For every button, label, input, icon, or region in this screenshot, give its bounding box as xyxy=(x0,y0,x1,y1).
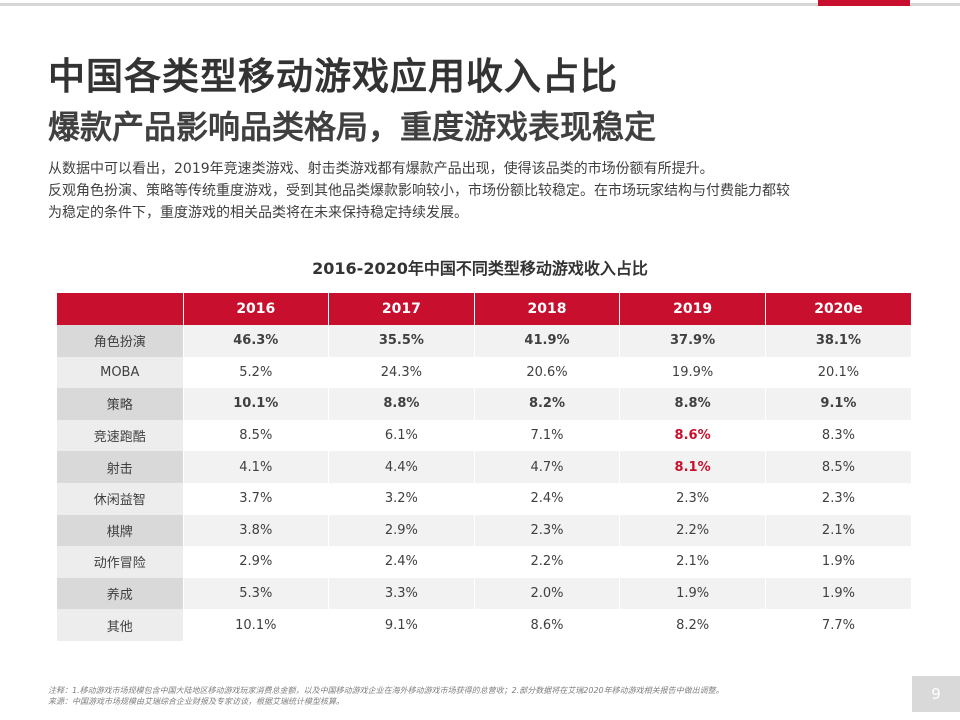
table-row: 动作冒险 2.9% 2.4% 2.2% 2.1% 1.9% xyxy=(57,546,911,578)
value-cell: 7.7% xyxy=(765,609,911,641)
header-cell-2016: 2016 xyxy=(183,293,330,325)
value-cell: 7.1% xyxy=(474,419,621,452)
value-cell: 2.2% xyxy=(474,546,621,578)
header-cell-category xyxy=(57,293,184,325)
value-cell: 8.8% xyxy=(619,388,766,420)
table-row: 棋牌 3.8% 2.9% 2.3% 2.2% 2.1% xyxy=(57,514,911,547)
category-cell: 其他 xyxy=(57,609,184,641)
table-row: 养成 5.3% 3.3% 2.0% 1.9% 1.9% xyxy=(57,577,911,610)
value-cell: 9.1% xyxy=(328,609,475,641)
value-cell: 2.2% xyxy=(619,514,766,547)
value-cell: 8.5% xyxy=(765,451,911,483)
page-subtitle: 爆款产品影响品类格局，重度游戏表现稳定 xyxy=(48,108,657,146)
header-cell-2018: 2018 xyxy=(474,293,621,325)
value-cell: 3.7% xyxy=(183,482,330,515)
page-title: 中国各类型移动游戏应用收入占比 xyxy=(48,55,618,98)
value-cell: 24.3% xyxy=(328,356,475,389)
category-cell: 养成 xyxy=(57,577,184,610)
value-cell: 10.1% xyxy=(183,609,330,641)
table-header-row: 2016 2017 2018 2019 2020e xyxy=(57,293,911,325)
value-cell: 2.4% xyxy=(328,546,475,578)
table-row: 角色扮演 46.3% 35.5% 41.9% 37.9% 38.1% xyxy=(57,325,911,357)
value-cell: 8.2% xyxy=(474,388,621,420)
header-cell-2020e: 2020e xyxy=(765,293,911,325)
value-cell: 1.9% xyxy=(765,546,911,578)
description-line: 为稳定的条件下，重度游戏的相关品类将在未来保持稳定持续发展。 xyxy=(48,205,468,221)
footnote: 注释：1.移动游戏市场规模包含中国大陆地区移动游戏玩家消费总金额，以及中国移动游… xyxy=(48,685,724,707)
table-row: 其他 10.1% 9.1% 8.6% 8.2% 7.7% xyxy=(57,609,911,641)
value-cell: 4.4% xyxy=(328,451,475,483)
value-cell: 8.3% xyxy=(765,419,911,452)
category-cell: 竞速跑酷 xyxy=(57,419,184,452)
value-cell: 3.3% xyxy=(328,577,475,610)
value-cell: 4.7% xyxy=(474,451,621,483)
description-line: 反观角色扮演、策略等传统重度游戏，受到其他品类爆款影响较小，市场份额比较稳定。在… xyxy=(48,183,790,199)
category-cell: 射击 xyxy=(57,451,184,483)
category-cell: 角色扮演 xyxy=(57,325,184,357)
table-row: MOBA 5.2% 24.3% 20.6% 19.9% 20.1% xyxy=(57,356,911,389)
value-cell: 8.6% xyxy=(474,609,621,641)
value-cell: 3.2% xyxy=(328,482,475,515)
highlighted-value-cell: 8.1% xyxy=(619,451,766,483)
value-cell: 2.1% xyxy=(765,514,911,547)
value-cell: 8.5% xyxy=(183,419,330,452)
description-line: 从数据中可以看出，2019年竞速类游戏、射击类游戏都有爆款产品出现，使得该品类的… xyxy=(48,161,714,177)
header-cell-2019: 2019 xyxy=(619,293,766,325)
value-cell: 41.9% xyxy=(474,325,621,357)
value-cell: 2.3% xyxy=(765,482,911,515)
value-cell: 3.8% xyxy=(183,514,330,547)
value-cell: 4.1% xyxy=(183,451,330,483)
value-cell: 2.3% xyxy=(619,482,766,515)
page-number: 9 xyxy=(912,676,960,712)
value-cell: 6.1% xyxy=(328,419,475,452)
category-cell: MOBA xyxy=(57,356,184,389)
highlighted-value-cell: 8.6% xyxy=(619,419,766,452)
top-divider xyxy=(0,3,960,6)
value-cell: 2.9% xyxy=(328,514,475,547)
value-cell: 2.1% xyxy=(619,546,766,578)
value-cell: 37.9% xyxy=(619,325,766,357)
table-row: 射击 4.1% 4.4% 4.7% 8.1% 8.5% xyxy=(57,451,911,483)
value-cell: 2.0% xyxy=(474,577,621,610)
value-cell: 8.2% xyxy=(619,609,766,641)
table-row: 竞速跑酷 8.5% 6.1% 7.1% 8.6% 8.3% xyxy=(57,419,911,452)
value-cell: 1.9% xyxy=(765,577,911,610)
value-cell: 10.1% xyxy=(183,388,330,420)
table-row: 策略 10.1% 8.8% 8.2% 8.8% 9.1% xyxy=(57,388,911,420)
value-cell: 46.3% xyxy=(183,325,330,357)
value-cell: 38.1% xyxy=(765,325,911,357)
category-cell: 休闲益智 xyxy=(57,482,184,515)
category-cell: 策略 xyxy=(57,388,184,420)
footnote-source: 来源：中国游戏市场规模由艾瑞综合企业财报及专家访谈，根据艾瑞统计模型核算。 xyxy=(48,697,344,706)
revenue-share-table: 2016 2017 2018 2019 2020e 角色扮演 46.3% 35.… xyxy=(57,293,911,641)
value-cell: 8.8% xyxy=(328,388,475,420)
footnote-line: 注释：1.移动游戏市场规模包含中国大陆地区移动游戏玩家消费总金额，以及中国移动游… xyxy=(48,686,724,695)
description: 从数据中可以看出，2019年竞速类游戏、射击类游戏都有爆款产品出现，使得该品类的… xyxy=(48,158,928,224)
value-cell: 5.2% xyxy=(183,356,330,389)
top-accent-bar xyxy=(818,0,910,6)
value-cell: 2.4% xyxy=(474,482,621,515)
category-cell: 棋牌 xyxy=(57,514,184,547)
header-cell-2017: 2017 xyxy=(328,293,475,325)
value-cell: 20.6% xyxy=(474,356,621,389)
value-cell: 19.9% xyxy=(619,356,766,389)
category-cell: 动作冒险 xyxy=(57,546,184,578)
table-row: 休闲益智 3.7% 3.2% 2.4% 2.3% 2.3% xyxy=(57,482,911,515)
table-title: 2016-2020年中国不同类型移动游戏收入占比 xyxy=(312,259,648,278)
value-cell: 9.1% xyxy=(765,388,911,420)
value-cell: 20.1% xyxy=(765,356,911,389)
value-cell: 2.3% xyxy=(474,514,621,547)
value-cell: 2.9% xyxy=(183,546,330,578)
value-cell: 1.9% xyxy=(619,577,766,610)
value-cell: 5.3% xyxy=(183,577,330,610)
value-cell: 35.5% xyxy=(328,325,475,357)
